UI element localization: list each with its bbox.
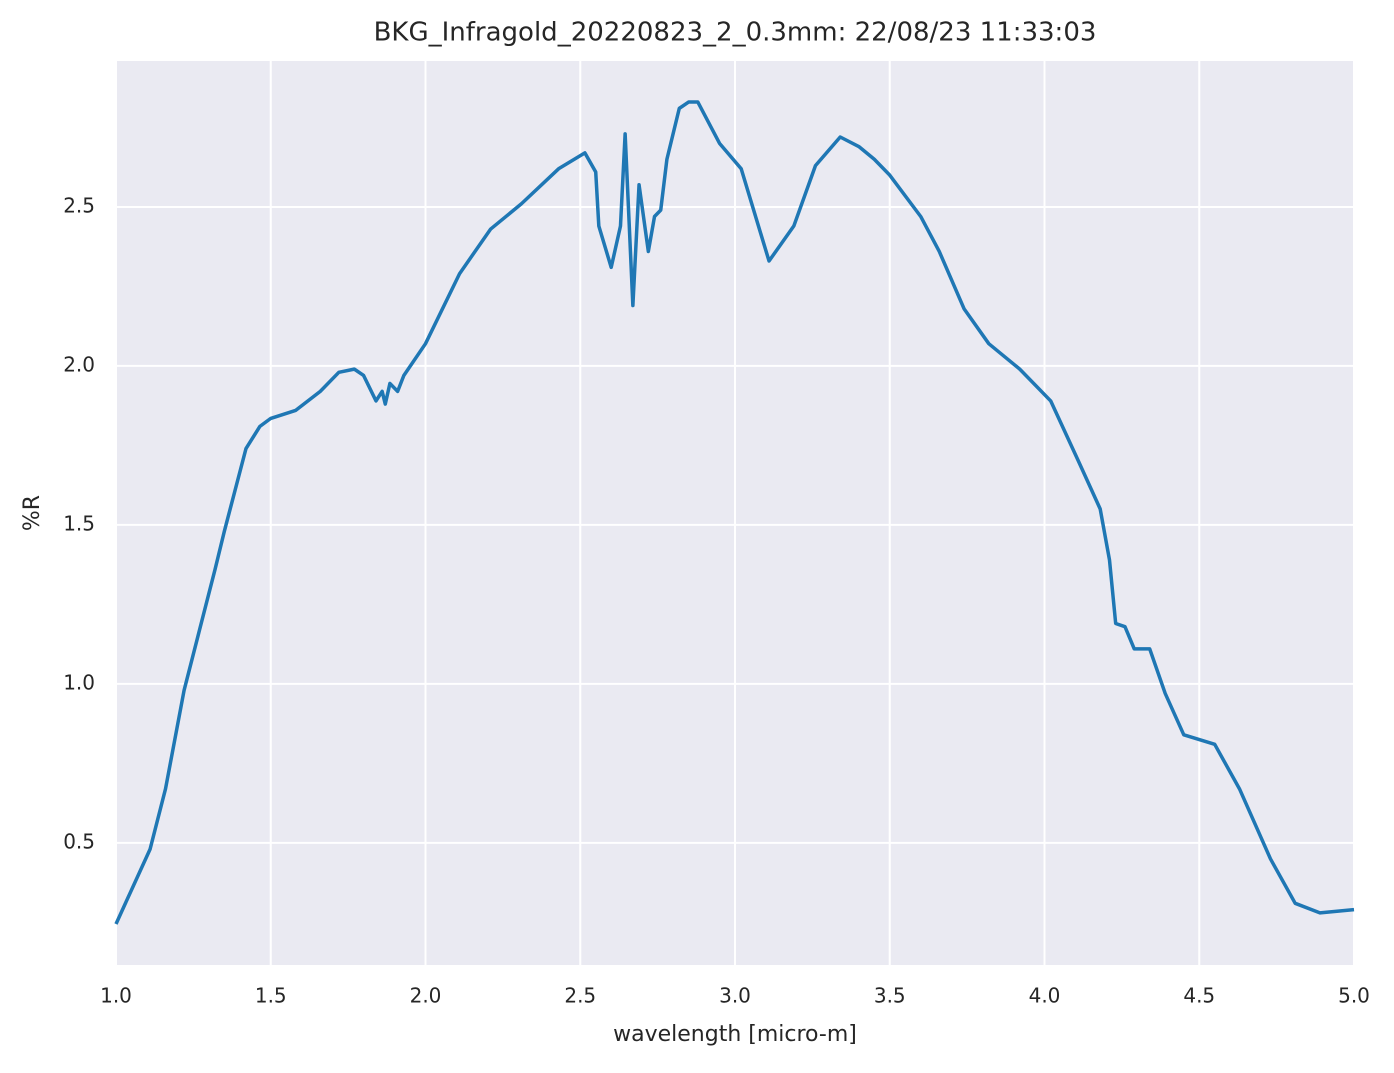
x-axis-label: wavelength [micro-m] <box>613 1022 857 1047</box>
y-tick-label: 2.0 <box>63 352 95 376</box>
x-tick-label: 2.0 <box>410 984 442 1008</box>
x-tick-label: 4.0 <box>1029 984 1061 1008</box>
x-tick-label: 5.0 <box>1338 984 1370 1008</box>
x-tick-label: 3.0 <box>719 984 751 1008</box>
x-tick-label: 3.5 <box>874 984 906 1008</box>
x-tick-label: 2.5 <box>564 984 596 1008</box>
y-axis-label: %R <box>20 495 45 531</box>
y-tick-label: 1.5 <box>63 511 95 535</box>
x-tick-label: 1.5 <box>255 984 287 1008</box>
data-line <box>114 100 1355 925</box>
y-tick-label: 2.5 <box>63 193 95 217</box>
y-tick-label: 1.0 <box>63 670 95 694</box>
x-tick-label: 4.5 <box>1183 984 1215 1008</box>
x-tick-label: 1.0 <box>100 984 132 1008</box>
chart-title: BKG_Infragold_20220823_2_0.3mm: 22/08/23… <box>374 18 1097 48</box>
y-tick-label: 0.5 <box>63 829 95 853</box>
